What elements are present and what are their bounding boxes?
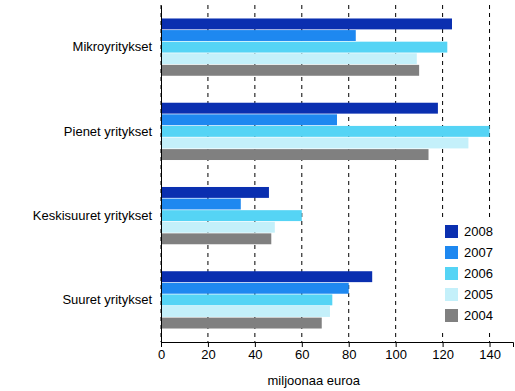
x-tick: 20	[201, 342, 215, 362]
category-label: Mikroyritykset	[73, 39, 153, 54]
bar	[161, 103, 438, 114]
legend-entry: 2006	[445, 266, 493, 281]
bar	[161, 114, 337, 125]
y-tick: Keskisuuret yritykset	[33, 208, 161, 223]
x-tick-label: 80	[342, 347, 356, 362]
y-tick: Mikroyritykset	[73, 39, 161, 54]
bar	[161, 271, 372, 282]
x-axis: 0 20 40 60 80 100 120 140	[158, 342, 514, 362]
category-label: Keskisuuret yritykset	[33, 208, 153, 223]
x-tick: 60	[295, 342, 309, 362]
bar	[161, 187, 269, 198]
legend-background	[441, 219, 511, 330]
bar	[161, 318, 322, 329]
x-tick: 40	[248, 342, 262, 362]
category-label: Pienet yritykset	[64, 124, 153, 139]
grid-line	[161, 5, 162, 342]
y-axis-line	[161, 6, 162, 343]
legend-label: 2007	[464, 245, 493, 260]
legend-swatch	[445, 225, 458, 238]
legend-label: 2006	[464, 266, 493, 281]
x-tick-label: 140	[479, 347, 501, 362]
legend-entry: 2007	[445, 245, 493, 260]
legend-swatch	[445, 288, 458, 301]
bar	[161, 30, 356, 41]
legend-swatch	[445, 246, 458, 259]
bar-series	[161, 53, 468, 317]
bar	[161, 210, 302, 221]
x-tick: 140	[479, 342, 501, 362]
bar	[161, 222, 275, 233]
legend: 2008 2007 2006 2005 2004	[441, 219, 511, 330]
bar	[161, 199, 241, 210]
bar	[161, 306, 330, 317]
x-tick-label: 40	[248, 347, 262, 362]
x-tick: 100	[385, 342, 407, 362]
x-tick: 80	[342, 342, 356, 362]
bar	[161, 126, 490, 137]
chart: 0 20 40 60 80 100 120 140 Mikroyritykset Pienet y…	[0, 0, 515, 391]
category-label: Suuret yritykset	[62, 292, 152, 307]
x-tick-label: 100	[385, 347, 407, 362]
bar	[161, 233, 271, 244]
x-tick-label: 60	[295, 347, 309, 362]
legend-swatch	[445, 309, 458, 322]
y-tick: Suuret yritykset	[62, 292, 161, 307]
plot: 0 20 40 60 80 100 120 140 Mikroyritykset Pienet y…	[33, 5, 514, 362]
y-tick: Pienet yritykset	[64, 124, 161, 139]
legend-entry: 2005	[445, 287, 493, 302]
bar	[161, 53, 417, 64]
x-tick-label: 120	[432, 347, 454, 362]
bar	[161, 18, 452, 29]
x-tick-label: 0	[158, 347, 165, 362]
legend-swatch	[445, 267, 458, 280]
bar	[161, 65, 419, 76]
bar	[161, 294, 332, 305]
legend-label: 2008	[464, 224, 493, 239]
x-axis-title: miljoonaa euroa	[268, 373, 361, 388]
bar-series	[161, 18, 452, 282]
y-axis: Mikroyritykset Pienet yritykset Keskisuure…	[33, 6, 162, 343]
legend-label: 2005	[464, 287, 493, 302]
bar-series	[161, 42, 490, 306]
legend-label: 2004	[464, 308, 493, 323]
legend-entry: 2008	[445, 224, 493, 239]
x-tick-label: 20	[201, 347, 215, 362]
bar	[161, 42, 447, 53]
x-tick: 120	[432, 342, 454, 362]
legend-entry: 2004	[445, 308, 493, 323]
bar	[161, 138, 468, 149]
bar	[161, 283, 349, 294]
grid	[161, 5, 490, 342]
x-tick: 0	[158, 342, 165, 362]
bars	[161, 18, 490, 328]
bar-series	[161, 65, 429, 329]
bar	[161, 149, 429, 160]
